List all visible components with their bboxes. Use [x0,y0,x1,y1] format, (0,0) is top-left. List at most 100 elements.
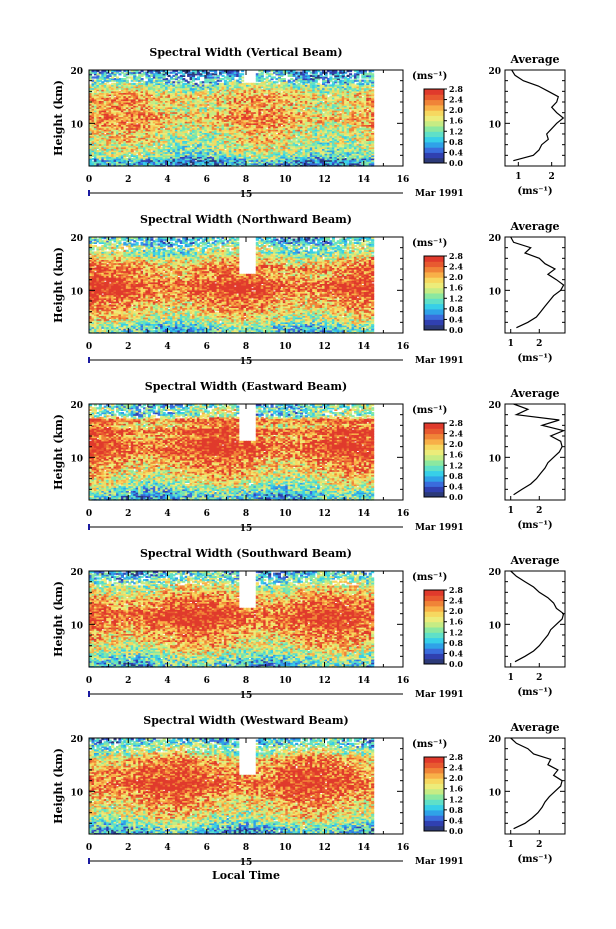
heatmap-cell [319,150,323,153]
heatmap-cell [130,161,134,164]
heatmap-cell [226,134,230,137]
heatmap-cell [194,150,198,153]
heatmap-cell [304,150,308,153]
heatmap-cell [346,129,350,132]
heatmap-cell [231,142,235,145]
heatmap-cell [187,135,191,138]
heatmap-cell [238,148,242,151]
heatmap-cell [307,150,311,153]
heatmap-cell [118,148,122,151]
heatmap-cell [329,132,333,135]
heatmap-cell [358,153,362,156]
heatmap-cell [189,126,193,129]
heatmap-cell [223,161,227,164]
heatmap-cell [351,127,355,130]
heatmap-cell [120,142,124,145]
heatmap-cell [98,132,102,135]
heatmap-cell [231,132,235,135]
heatmap-cell [189,159,193,162]
heatmap-cell [128,142,132,145]
heatmap-cell [258,143,262,146]
heatmap-cell [152,142,156,145]
heatmap-cell [157,148,161,151]
heatmap-cell [233,161,237,164]
heatmap-cell [341,138,345,141]
heatmap-cell [113,153,117,156]
heatmap-cell [312,151,316,154]
heatmap-cell [219,158,223,161]
heatmap-cell [263,162,267,165]
heatmap-cell [349,148,353,151]
heatmap-cell [363,145,367,148]
heatmap-cell [155,140,159,143]
heatmap-cell [174,156,178,159]
heatmap-cell [307,137,311,140]
heatmap-cell [165,135,169,138]
heatmap-cell [356,162,360,165]
heatmap-cell [331,132,335,135]
heatmap-cell [302,156,306,159]
heatmap-cell [120,148,124,151]
heatmap-cell [145,153,149,156]
heatmap-cell [226,151,230,154]
heatmap-cell [201,161,205,164]
heatmap-cell [314,146,318,149]
heatmap-cell [91,138,95,141]
heatmap-cell [300,154,304,157]
heatmap-cell [157,142,161,145]
heatmap-cell [187,146,191,149]
heatmap-cell [368,132,372,135]
heatmap-cell [334,129,338,132]
heatmap-cell [135,140,139,143]
heatmap-cell [147,161,151,164]
heatmap-cell [219,154,223,157]
heatmap-cell [253,138,257,141]
heatmap-cell [334,127,338,130]
heatmap-cell [167,129,171,132]
heatmap-cell [270,138,274,141]
heatmap-cell [302,143,306,146]
heatmap-cell [250,145,254,148]
heatmap-cell [287,138,291,141]
heatmap-cell [160,126,164,129]
heatmap-cell [329,135,333,138]
heatmap-cell [297,132,301,135]
heatmap-cell [300,153,304,156]
heatmap-cell [273,159,277,162]
heatmap-cell [101,158,105,161]
heatmap-cell [346,143,350,146]
heatmap-cell [106,134,110,137]
heatmap-cell [201,134,205,137]
heatmap-cell [170,129,174,132]
heatmap-cell [111,150,115,153]
heatmap-cell [167,161,171,164]
heatmap-cell [93,159,97,162]
heatmap-cell [155,132,159,135]
heatmap-cell [339,154,343,157]
heatmap-cell [260,158,264,161]
heatmap-cell [255,129,259,132]
heatmap-cell [155,137,159,140]
heatmap-cell [258,151,262,154]
heatmap-cell [167,126,171,129]
heatmap-cell [174,132,178,135]
heatmap-cell [219,137,223,140]
heatmap-cell [138,129,142,132]
heatmap-cell [226,142,230,145]
heatmap-cell [206,132,210,135]
heatmap-cell [233,127,237,130]
heatmap-cell [214,137,218,140]
heatmap-cell [179,140,183,143]
heatmap-cell [106,145,110,148]
heatmap-cell [336,159,340,162]
heatmap-cell [371,154,375,157]
heatmap-cell [170,137,174,140]
heatmap-cell [341,146,345,149]
heatmap-cell [143,153,147,156]
heatmap-cell [140,150,144,153]
heatmap-cell [223,151,227,154]
heatmap-cell [96,137,100,140]
heatmap-cell [280,143,284,146]
heatmap-cell [277,153,281,156]
heatmap-cell [209,153,213,156]
